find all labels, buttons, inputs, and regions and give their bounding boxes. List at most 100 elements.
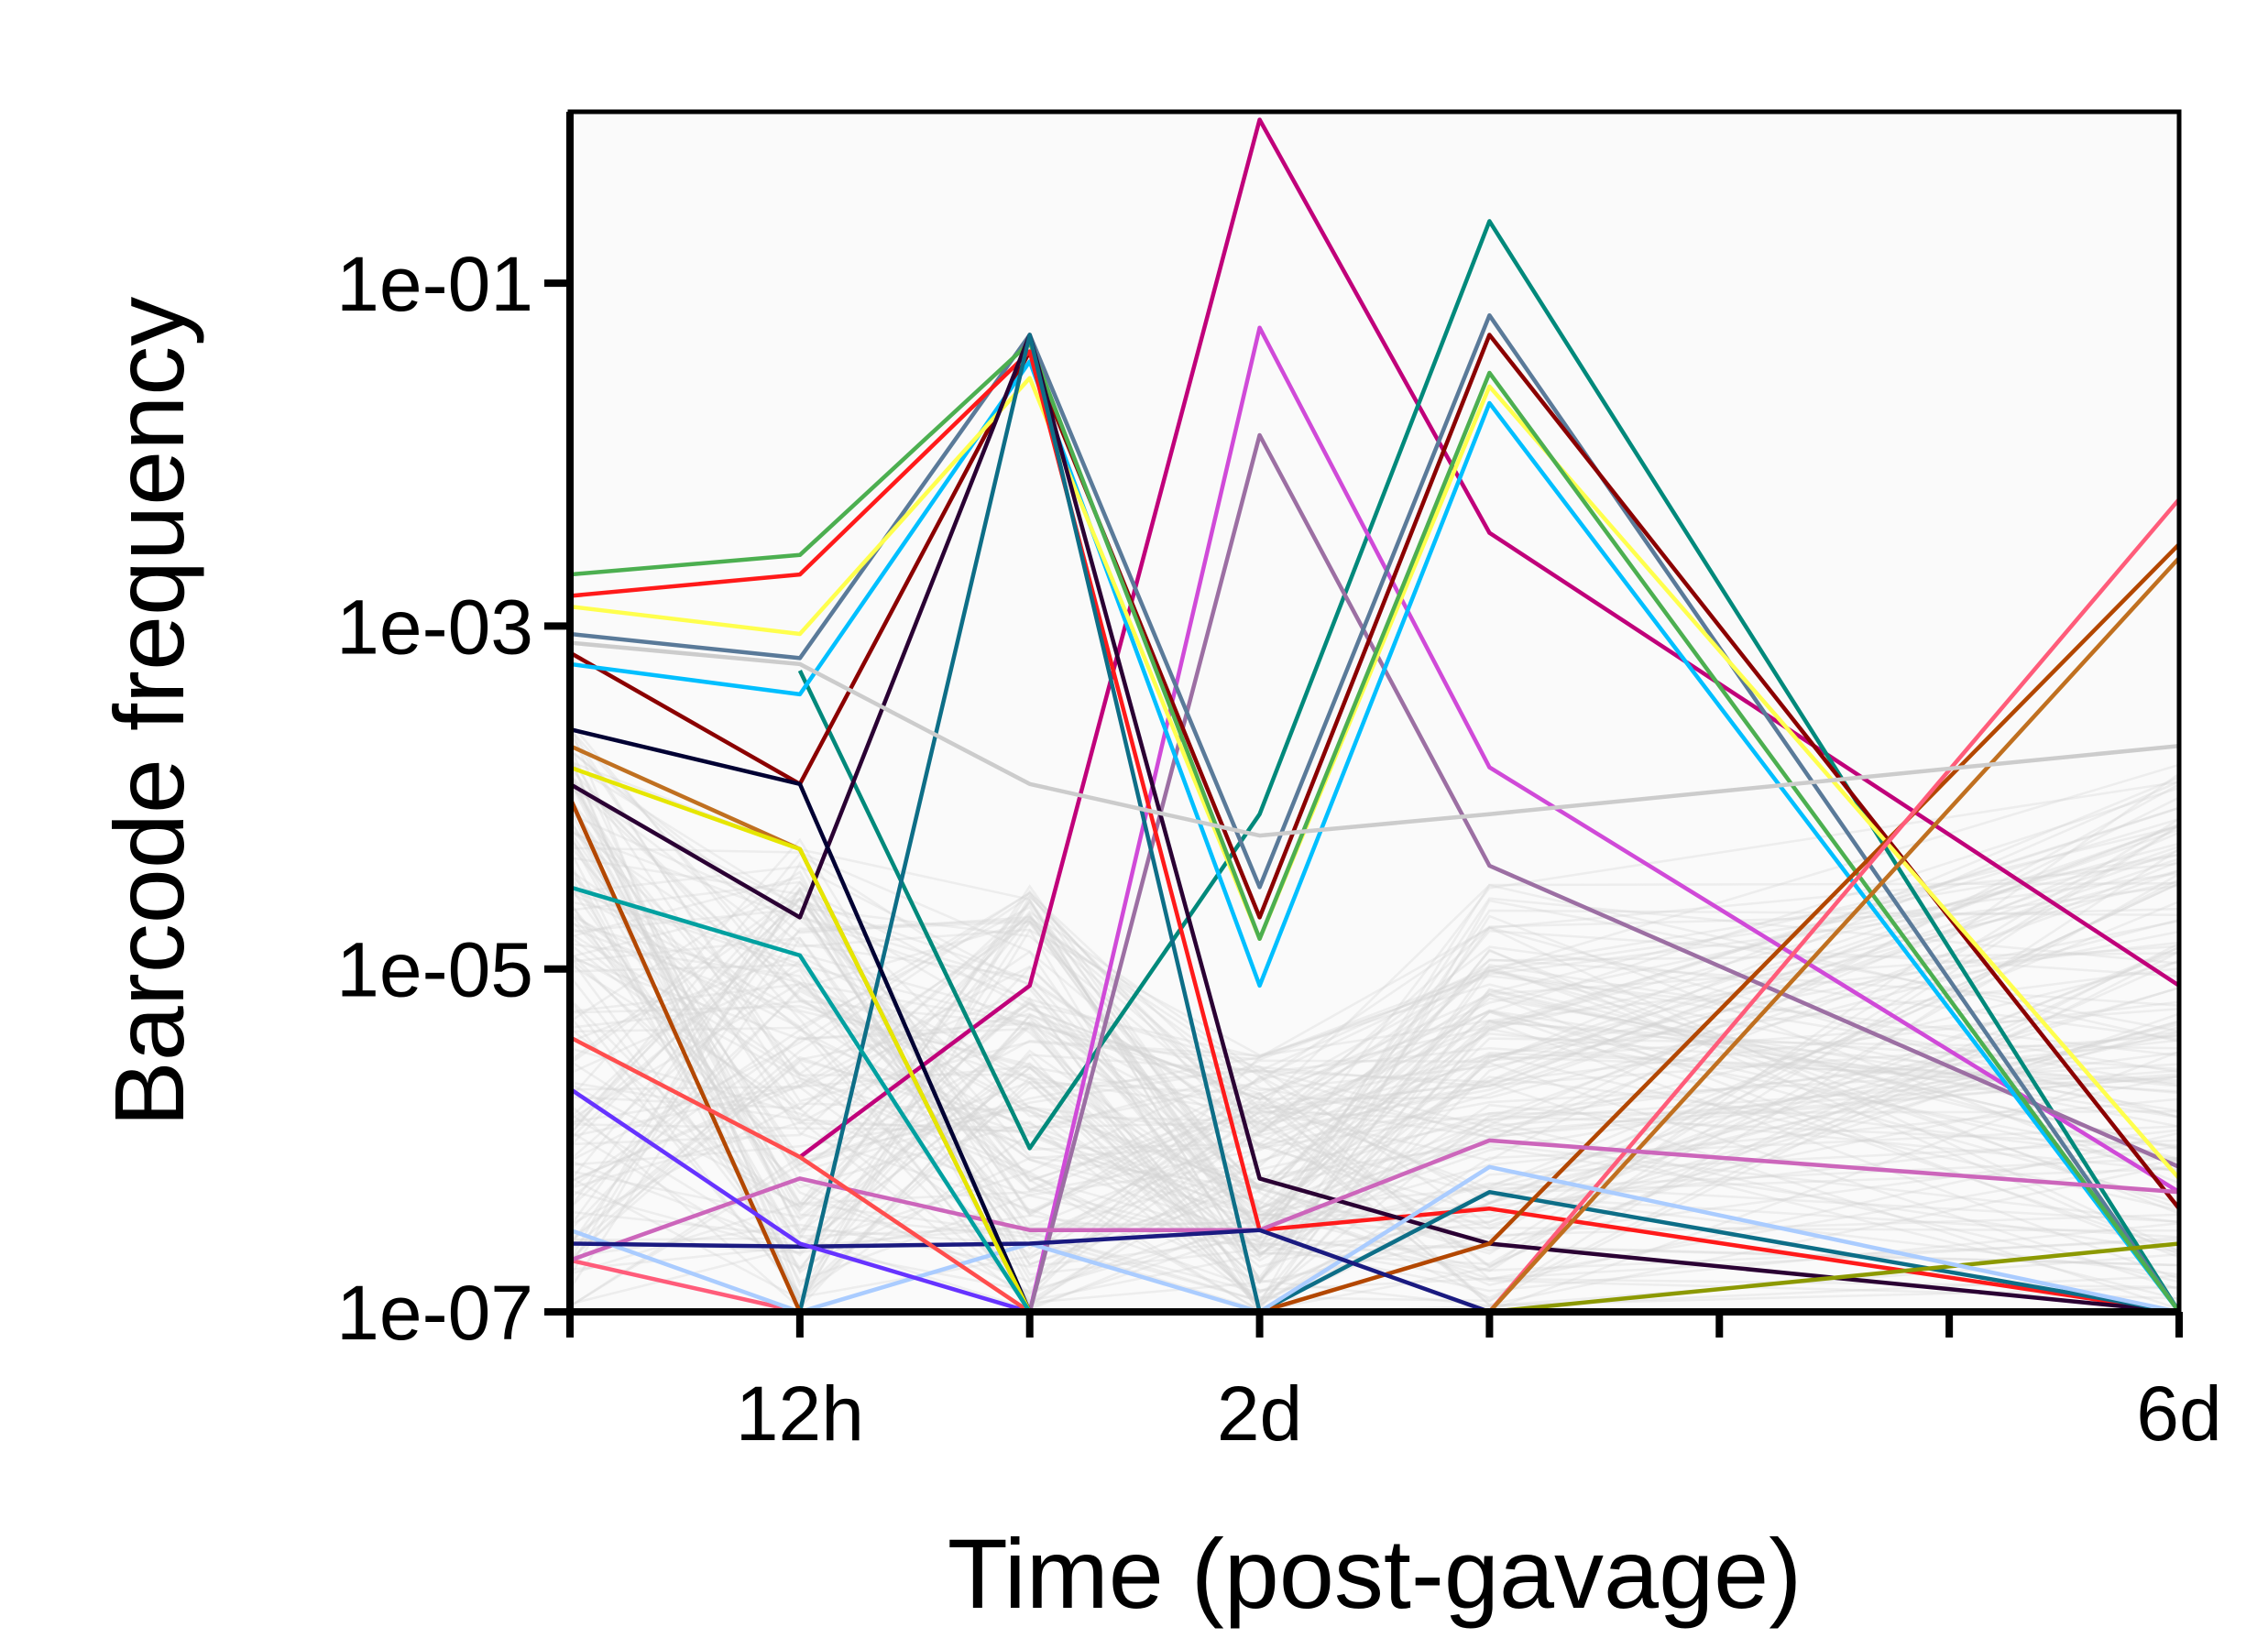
background-series-line [570, 1060, 2179, 1299]
background-series-line [570, 771, 2179, 1275]
background-series-line [570, 1065, 2179, 1310]
series-line-8 [570, 376, 2179, 1180]
background-series-line [570, 747, 2179, 1311]
background-series-line [570, 780, 2179, 1295]
background-series-line [570, 914, 2179, 1285]
background-series-line [570, 824, 2179, 1141]
background-series-line [570, 781, 2179, 1239]
background-series-line [570, 907, 2179, 1130]
series-line-12 [570, 333, 2179, 1312]
background-series-line [570, 828, 2179, 1305]
background-series-line [570, 726, 2179, 1299]
background-series-line [570, 983, 2179, 1269]
series-line-23 [570, 765, 2179, 1312]
background-series-line [570, 886, 2179, 1205]
series-line-24 [570, 885, 2179, 1312]
background-series-line [570, 902, 2179, 1283]
background-series-line [570, 807, 2179, 1307]
background-series-line [570, 889, 2179, 1283]
background-series-line [570, 981, 2179, 1217]
series-line-7 [570, 359, 2179, 1312]
series-line-18 [570, 1164, 2179, 1312]
background-series-line [570, 1079, 2179, 1306]
background-series-line [570, 945, 2179, 1262]
background-series-line [570, 756, 2179, 1309]
background-series-line [570, 857, 2179, 1242]
background-series-line [570, 958, 2179, 1190]
background-series-line [570, 797, 2179, 1303]
y-tick-label: 1e-03 [336, 584, 533, 670]
background-series-line [570, 783, 2179, 1275]
background-series-line [570, 887, 2179, 1308]
background-series-line [570, 860, 2179, 1276]
series-line-9 [570, 340, 2179, 1312]
background-series-line [570, 767, 2179, 1308]
background-series-line [570, 781, 2179, 1209]
background-series-line [570, 953, 2179, 1243]
background-series-line [570, 945, 2179, 1191]
y-axis-title: Barcode frequency [93, 297, 204, 1128]
background-series-line [570, 899, 2179, 1306]
series-line-20 [570, 726, 2179, 1312]
background-series-line [570, 781, 2179, 1292]
x-tick-label: 2d [1217, 1371, 1302, 1457]
series-line-6 [570, 333, 2179, 1210]
background-series-line [570, 748, 2179, 1231]
series-line-21 [570, 1087, 2179, 1312]
background-series-line [570, 891, 2179, 1225]
background-series-line [570, 919, 2179, 1300]
background-series-line [570, 861, 2179, 1283]
y-tick-label: 1e-01 [336, 241, 533, 327]
background-series-line [570, 837, 2179, 1250]
background-series-line [570, 852, 2179, 1136]
background-series-line [570, 930, 2179, 1199]
background-series-line [570, 865, 2179, 1259]
background-series-line [570, 904, 2179, 1267]
series-line-13 [570, 542, 2179, 1312]
background-series-line [570, 910, 2179, 1163]
background-series-line [570, 806, 2179, 1290]
background-series-line [570, 831, 2179, 1291]
background-series-line [570, 898, 2179, 1205]
background-series-line [570, 786, 2179, 1226]
background-series-line [570, 721, 2179, 1280]
background-series-line [570, 819, 2179, 1252]
y-axis: 1e-07 1e-05 1e-03 1e-01 [336, 112, 574, 1356]
background-series-line [570, 774, 2179, 1250]
background-series-line [570, 1123, 2179, 1289]
background-series-line [570, 869, 2179, 1259]
background-series-line [570, 824, 2179, 1255]
background-series-line [570, 763, 2179, 1308]
y-tick-label: 1e-05 [336, 927, 533, 1013]
series-line-19 [570, 1228, 2179, 1312]
background-series-line [570, 920, 2179, 1233]
background-series-line [570, 952, 2179, 1305]
background-series-line [570, 828, 2179, 1109]
background-series-line [570, 943, 2179, 1305]
background-series-line [570, 813, 2179, 1267]
background-series-line [570, 932, 2179, 1307]
background-series-line [570, 860, 2179, 1189]
background-series-line [570, 1023, 2179, 1219]
x-axis-title: Time (post-gavage) [948, 1518, 1802, 1629]
background-series-line [570, 874, 2179, 1239]
series-line-10 [570, 349, 2179, 1312]
background-series-line [570, 925, 2179, 1238]
background-series-line [570, 909, 2179, 1248]
series-line-14 [570, 497, 2179, 1312]
background-series-line [570, 835, 2179, 1219]
background-series-line [570, 897, 2179, 1267]
background-series-line [570, 1049, 2179, 1310]
background-series-line [570, 846, 2179, 1295]
background-series-line [570, 988, 2179, 1243]
background-series-line [570, 1086, 2179, 1276]
background-series-line [570, 846, 2179, 1216]
background-series-line [570, 845, 2179, 1209]
background-series-line [570, 762, 2179, 1126]
background-series-line [570, 918, 2179, 1167]
series-line-17 [570, 1138, 2179, 1262]
series-line-22 [570, 1035, 2179, 1312]
background-series-line [570, 756, 2179, 1288]
background-series-line [570, 824, 2179, 1145]
background-series-line [570, 1106, 2179, 1287]
